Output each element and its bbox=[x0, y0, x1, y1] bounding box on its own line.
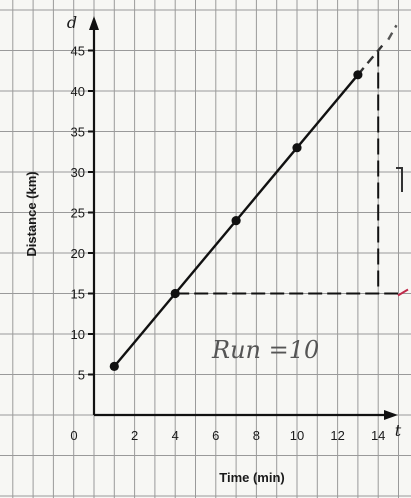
y-tick-label: 25 bbox=[71, 206, 85, 221]
y-axis-title: Distance (km) bbox=[24, 171, 39, 256]
axes bbox=[88, 16, 398, 420]
x-tick-label: 8 bbox=[253, 428, 260, 443]
x-tick-label: 6 bbox=[212, 428, 219, 443]
run-annotation: Run =10 bbox=[211, 336, 319, 364]
x-axis-title: Time (min) bbox=[219, 470, 285, 485]
x-tick-label: 14 bbox=[371, 428, 385, 443]
y-tick-label: 15 bbox=[71, 287, 85, 302]
y-tick-label: 20 bbox=[71, 246, 85, 261]
series-extension-dashed bbox=[387, 24, 398, 41]
x-variable-label: t bbox=[395, 421, 402, 440]
y-tick-label: 10 bbox=[71, 327, 85, 342]
data-point bbox=[170, 288, 180, 299]
data-point bbox=[353, 70, 363, 80]
red-pen-mark bbox=[397, 288, 409, 297]
x-tick-label: 4 bbox=[172, 428, 179, 443]
data-point bbox=[292, 143, 302, 153]
tick-labels: 5 10 15 20 25 30 35 40 45 2 4 6 8 10 12 14 bbox=[71, 44, 386, 444]
origin-label: 0 bbox=[70, 428, 77, 443]
y-tick-label: 5 bbox=[78, 368, 85, 383]
data-point bbox=[231, 216, 241, 226]
x-tick-label: 2 bbox=[131, 428, 138, 443]
data-point bbox=[109, 361, 119, 371]
y-tick-label: 40 bbox=[71, 84, 85, 99]
guide-lines bbox=[175, 50, 409, 297]
cut-off-pen-mark bbox=[396, 167, 403, 192]
series bbox=[109, 24, 398, 371]
y-axis-arrow bbox=[89, 16, 99, 30]
y-variable-label: d bbox=[67, 13, 77, 32]
series-extension-dashed bbox=[356, 44, 384, 76]
x-axis-arrow bbox=[384, 410, 398, 420]
y-tick-label: 35 bbox=[71, 125, 85, 140]
y-tick-label: 45 bbox=[71, 44, 85, 59]
x-tick-label: 12 bbox=[330, 428, 344, 443]
y-tick-label: 30 bbox=[71, 165, 85, 180]
x-tick-label: 10 bbox=[290, 428, 304, 443]
